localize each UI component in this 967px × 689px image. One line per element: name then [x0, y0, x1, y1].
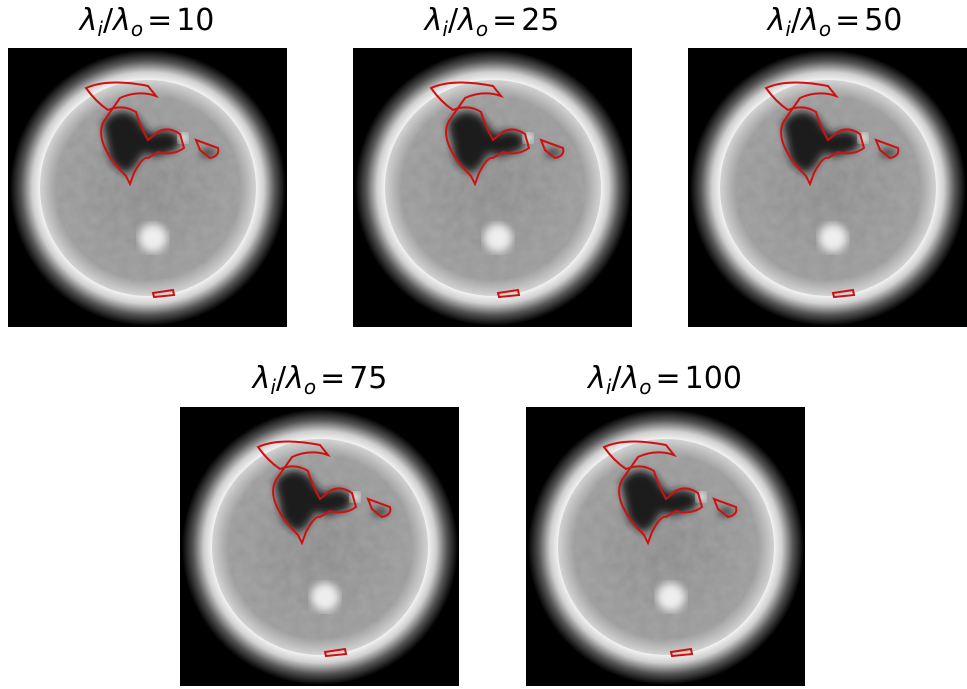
panel: λi/λo=10: [8, 3, 287, 327]
title-part: 25: [521, 3, 559, 38]
title-part: λ: [766, 3, 786, 38]
title-part: λ: [251, 361, 271, 396]
title-part: =: [320, 361, 345, 396]
sun-image: [688, 48, 967, 327]
title-part: 50: [864, 3, 902, 38]
title-part: =: [492, 3, 517, 38]
panel: λi/λo=75: [180, 361, 459, 686]
title-part: 75: [349, 361, 387, 396]
panel-title: λi/λo=25: [423, 3, 560, 41]
title-part: λ: [799, 3, 819, 38]
sun-image: [180, 407, 459, 686]
panel: λi/λo=50: [688, 3, 967, 327]
title-part: o: [476, 17, 488, 41]
panel-title: λi/λo=50: [766, 3, 903, 41]
sun-image: [526, 407, 805, 686]
title-part: =: [147, 3, 172, 38]
title-part: λ: [620, 361, 640, 396]
sun-image: [353, 48, 632, 327]
panel: λi/λo=100: [526, 361, 805, 686]
panel-title: λi/λo=75: [251, 361, 388, 399]
title-part: o: [304, 375, 316, 399]
sun-image: [8, 48, 287, 327]
title-part: o: [639, 375, 651, 399]
title-part: λ: [586, 361, 606, 396]
panel-title: λi/λo=10: [78, 3, 215, 41]
panel: λi/λo=25: [353, 3, 632, 327]
title-part: λ: [111, 3, 131, 38]
figure: λi/λo=10 λi/λo=25 λi/λo=50 λi/λo=75 λi/λ…: [0, 0, 967, 689]
panel-title: λi/λo=100: [586, 361, 742, 399]
title-part: =: [656, 361, 681, 396]
title-part: λ: [423, 3, 443, 38]
title-part: λ: [456, 3, 476, 38]
title-part: 100: [685, 361, 742, 396]
title-part: o: [131, 17, 143, 41]
title-part: o: [819, 17, 831, 41]
title-part: 10: [176, 3, 214, 38]
title-part: λ: [78, 3, 98, 38]
title-part: λ: [284, 361, 304, 396]
title-part: =: [835, 3, 860, 38]
